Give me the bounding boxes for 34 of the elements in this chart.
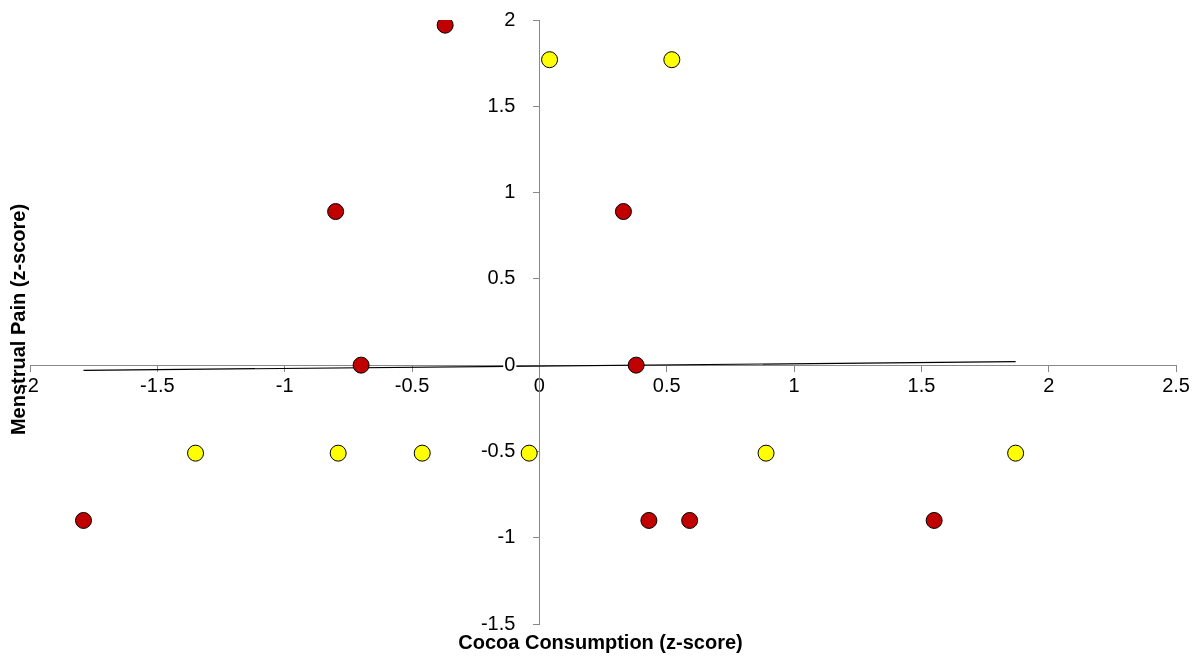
point [329, 444, 347, 462]
x-axis-title: Cocoa Consumption (z-score) [457, 631, 744, 654]
point [436, 20, 454, 34]
x-tick-label: -0.5 [394, 373, 430, 396]
point [74, 511, 92, 529]
point [187, 444, 205, 462]
x-tick-label: 2 [1043, 373, 1055, 396]
point [681, 511, 699, 529]
x-tick-label: -1 [275, 373, 294, 396]
x-tick-label: 2.5 [1162, 373, 1190, 396]
y-tick-label: 1 [504, 180, 516, 203]
point [1007, 444, 1025, 462]
y-tick-label: 0 [504, 352, 516, 375]
x-tick-label: 1.5 [907, 373, 936, 396]
x-tick-label: 1 [788, 373, 800, 396]
point [614, 203, 632, 221]
point [352, 356, 370, 374]
x-tick-label: -1.5 [140, 373, 175, 396]
y-tick-label: -1.5 [480, 611, 516, 634]
x-tick-label: 0.5 [652, 373, 681, 396]
y-tick-label: 2 [504, 7, 516, 30]
y-tick-label: -1 [497, 525, 516, 548]
point [327, 203, 345, 221]
point [541, 51, 559, 69]
y-tick-label: 0.5 [487, 266, 516, 289]
point [925, 511, 943, 529]
point [757, 444, 775, 462]
y-tick-label: 1.5 [487, 93, 516, 116]
point [663, 51, 681, 69]
point [413, 444, 431, 462]
point [627, 356, 645, 374]
y-tick-label: -0.5 [480, 438, 516, 461]
point [520, 444, 538, 462]
point [640, 511, 658, 529]
